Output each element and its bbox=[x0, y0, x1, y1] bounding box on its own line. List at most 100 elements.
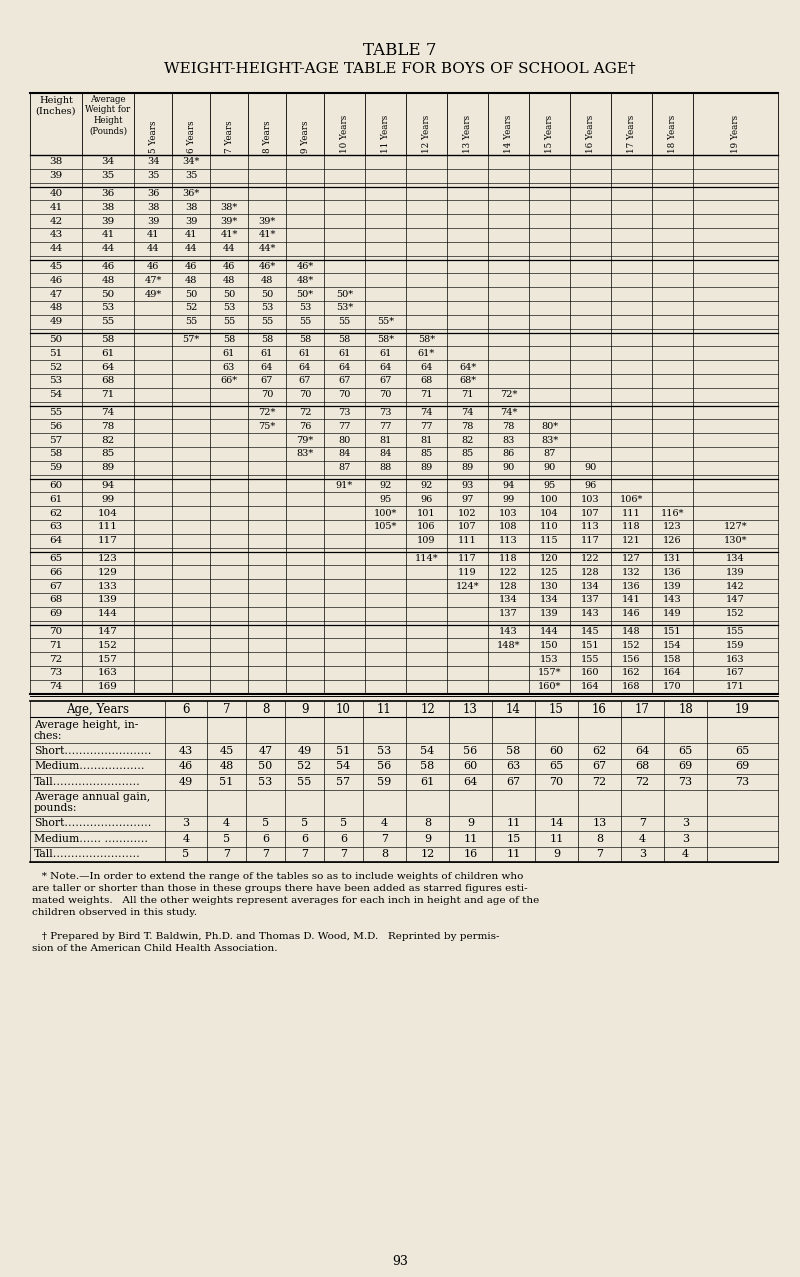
Text: 5: 5 bbox=[223, 834, 230, 844]
Text: 61*: 61* bbox=[418, 349, 435, 358]
Text: Age, Years: Age, Years bbox=[66, 704, 129, 716]
Text: 50: 50 bbox=[258, 761, 273, 771]
Text: 85: 85 bbox=[102, 450, 114, 458]
Text: 36: 36 bbox=[147, 189, 159, 198]
Text: 89: 89 bbox=[462, 464, 474, 472]
Text: 54: 54 bbox=[420, 746, 434, 756]
Text: 53: 53 bbox=[299, 304, 311, 313]
Text: 61: 61 bbox=[102, 349, 114, 358]
Text: 85: 85 bbox=[462, 450, 474, 458]
Text: 58: 58 bbox=[338, 335, 350, 344]
Text: TABLE 7: TABLE 7 bbox=[363, 42, 437, 59]
Text: 111: 111 bbox=[622, 508, 641, 517]
Text: 130*: 130* bbox=[724, 536, 747, 545]
Text: 77: 77 bbox=[338, 421, 350, 430]
Text: 152: 152 bbox=[98, 641, 118, 650]
Text: 84: 84 bbox=[379, 450, 392, 458]
Text: 72*: 72* bbox=[258, 407, 276, 418]
Text: 87: 87 bbox=[338, 464, 350, 472]
Text: 162: 162 bbox=[622, 668, 641, 677]
Text: 152: 152 bbox=[726, 609, 745, 618]
Text: 91*: 91* bbox=[336, 481, 353, 490]
Text: 44*: 44* bbox=[258, 244, 276, 253]
Text: 113: 113 bbox=[499, 536, 518, 545]
Text: WEIGHT-HEIGHT-AGE TABLE FOR BOYS OF SCHOOL AGE†: WEIGHT-HEIGHT-AGE TABLE FOR BOYS OF SCHO… bbox=[164, 63, 636, 77]
Text: 55: 55 bbox=[338, 317, 350, 326]
Text: 3: 3 bbox=[182, 819, 190, 829]
Text: 147: 147 bbox=[726, 595, 745, 604]
Text: 67: 67 bbox=[261, 377, 273, 386]
Text: 53: 53 bbox=[378, 746, 392, 756]
Text: 64*: 64* bbox=[459, 363, 476, 372]
Text: 49: 49 bbox=[298, 746, 312, 756]
Text: 127: 127 bbox=[622, 554, 641, 563]
Text: 43: 43 bbox=[179, 746, 193, 756]
Text: 117: 117 bbox=[98, 536, 118, 545]
Text: 158: 158 bbox=[663, 655, 682, 664]
Text: 133: 133 bbox=[98, 581, 118, 590]
Text: 11: 11 bbox=[550, 834, 564, 844]
Text: 73: 73 bbox=[678, 776, 693, 787]
Text: 46: 46 bbox=[102, 262, 114, 271]
Text: Average height, in-: Average height, in- bbox=[34, 720, 138, 730]
Text: 69: 69 bbox=[50, 609, 62, 618]
Text: 151: 151 bbox=[581, 641, 600, 650]
Text: 71: 71 bbox=[102, 391, 114, 400]
Text: 71: 71 bbox=[50, 641, 62, 650]
Text: 97: 97 bbox=[462, 494, 474, 504]
Text: 41: 41 bbox=[50, 203, 62, 212]
Text: 130: 130 bbox=[540, 581, 559, 590]
Text: 143: 143 bbox=[581, 609, 600, 618]
Text: 9 Years: 9 Years bbox=[301, 120, 310, 153]
Text: 131: 131 bbox=[663, 554, 682, 563]
Text: 3: 3 bbox=[682, 819, 689, 829]
Text: 8 Years: 8 Years bbox=[262, 120, 271, 153]
Text: 57: 57 bbox=[337, 776, 350, 787]
Text: ches:: ches: bbox=[34, 730, 62, 741]
Text: 78: 78 bbox=[102, 421, 114, 430]
Text: 64: 64 bbox=[261, 363, 273, 372]
Text: 40: 40 bbox=[50, 189, 62, 198]
Text: 15: 15 bbox=[549, 704, 564, 716]
Text: 41*: 41* bbox=[258, 230, 276, 239]
Text: 142: 142 bbox=[726, 581, 745, 590]
Text: 50: 50 bbox=[102, 290, 114, 299]
Text: 115: 115 bbox=[540, 536, 559, 545]
Text: 60: 60 bbox=[550, 746, 564, 756]
Text: 156: 156 bbox=[622, 655, 641, 664]
Text: 8: 8 bbox=[262, 704, 269, 716]
Text: 164: 164 bbox=[663, 668, 682, 677]
Text: 119: 119 bbox=[458, 568, 477, 577]
Text: 57: 57 bbox=[50, 435, 62, 444]
Text: 39: 39 bbox=[147, 217, 159, 226]
Text: 34: 34 bbox=[102, 157, 114, 166]
Text: 73: 73 bbox=[379, 407, 392, 418]
Text: 63: 63 bbox=[223, 363, 235, 372]
Text: 95: 95 bbox=[379, 494, 392, 504]
Text: 89: 89 bbox=[420, 464, 433, 472]
Text: 53: 53 bbox=[50, 377, 62, 386]
Text: 65: 65 bbox=[50, 554, 62, 563]
Text: 38: 38 bbox=[185, 203, 197, 212]
Text: 70: 70 bbox=[550, 776, 563, 787]
Text: 39: 39 bbox=[185, 217, 197, 226]
Text: 72: 72 bbox=[593, 776, 606, 787]
Text: 49: 49 bbox=[179, 776, 193, 787]
Text: 117: 117 bbox=[581, 536, 600, 545]
Text: 124*: 124* bbox=[456, 581, 479, 590]
Text: 55: 55 bbox=[50, 407, 62, 418]
Text: 7 Years: 7 Years bbox=[225, 120, 234, 153]
Text: 104: 104 bbox=[98, 508, 118, 517]
Text: 48: 48 bbox=[50, 304, 62, 313]
Text: 46: 46 bbox=[185, 262, 197, 271]
Text: 15 Years: 15 Years bbox=[545, 115, 554, 153]
Text: 134: 134 bbox=[726, 554, 745, 563]
Text: 151: 151 bbox=[663, 627, 682, 636]
Text: Height
(Inches): Height (Inches) bbox=[36, 96, 76, 115]
Text: 68: 68 bbox=[102, 377, 114, 386]
Text: 134: 134 bbox=[499, 595, 518, 604]
Text: 123: 123 bbox=[98, 554, 118, 563]
Text: 137: 137 bbox=[581, 595, 600, 604]
Text: 14: 14 bbox=[550, 819, 564, 829]
Text: 34: 34 bbox=[146, 157, 159, 166]
